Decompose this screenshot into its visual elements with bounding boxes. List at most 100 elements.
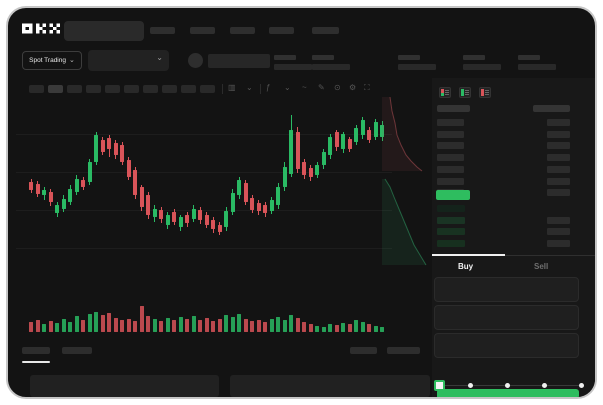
bid-price-placeholder[interactable] [437,205,465,212]
icon-lines [445,89,449,96]
ask-size-placeholder[interactable] [547,165,570,173]
timeframe-button[interactable] [105,85,120,93]
nav-item[interactable] [230,27,255,34]
search-input[interactable] [64,21,144,41]
slider-stop-50[interactable] [505,383,510,388]
volume-bar [113,318,118,332]
total-input[interactable] [434,333,579,358]
volume-bar [198,320,202,332]
ask-price-placeholder[interactable] [437,130,464,138]
bid-size-placeholder[interactable] [547,228,570,235]
ask-price-placeholder[interactable] [437,165,464,173]
indicators-icon[interactable]: ƒ [266,83,271,92]
bid-size-placeholder[interactable] [547,216,570,224]
volume-bar [42,324,46,332]
bottom-tab-active[interactable] [22,347,50,354]
chart-type-icon[interactable]: ▥ [228,83,236,92]
tab-sell[interactable]: Sell [534,262,549,271]
candle [48,192,53,202]
timeframe-button[interactable] [86,85,101,93]
settings-icon[interactable]: ⚙ [349,83,357,92]
volume-bar [289,315,293,332]
stat-label-placeholder [518,55,540,60]
gridline [16,134,392,135]
candle [172,212,176,222]
chevron-down-icon: ⌄ [68,57,75,64]
candle [55,205,59,213]
tab-buy[interactable]: Buy [458,262,474,271]
volume-bar [367,324,371,332]
nav-item[interactable] [269,27,294,34]
buy-submit-button[interactable] [437,389,579,397]
candle [165,215,170,225]
timeframe-button[interactable] [67,85,82,93]
ask-size-placeholder[interactable] [547,189,570,197]
ask-price-placeholder[interactable] [437,119,464,126]
bid-price-placeholder[interactable] [437,228,465,235]
price-input[interactable] [434,277,579,302]
volume-bar [152,319,157,332]
last-price-badge[interactable] [436,190,470,200]
fullscreen-icon[interactable]: ⛶ [364,83,370,92]
ask-price-placeholder[interactable] [437,142,464,150]
bid-price-placeholder[interactable] [437,239,465,247]
icon-line [465,91,469,93]
amount-input[interactable] [434,305,579,330]
amount-slider-track[interactable] [436,385,584,386]
timeframe-button[interactable] [124,85,139,93]
volume-bar [354,320,358,332]
slider-stop-75[interactable] [542,383,547,388]
volume-bar [126,319,131,332]
bid-price-placeholder[interactable] [437,216,465,224]
camera-icon[interactable]: ⊙ [334,83,341,92]
ask-size-placeholder[interactable] [547,130,570,138]
volume-bar [328,324,332,332]
stat-value-placeholder [312,64,350,70]
market-type-selector[interactable]: Spot Trading ⌄ [22,51,82,70]
bottom-bar-control[interactable] [350,347,377,354]
ask-size-placeholder[interactable] [547,154,570,162]
chevron-down-icon[interactable]: ⌄ [246,83,253,92]
candle [315,165,319,175]
tab-divider [432,255,595,256]
candle [269,200,274,211]
book-both-icon[interactable] [439,87,451,98]
bid-size-placeholder[interactable] [547,239,570,247]
book-asks-icon[interactable] [479,87,491,98]
candle [289,130,293,174]
timeframe-button[interactable] [143,85,158,93]
slider-stop-25[interactable] [468,383,473,388]
draw-icon[interactable]: ✎ [318,83,325,92]
timeframe-button[interactable] [162,85,177,93]
ask-size-placeholder[interactable] [547,142,570,150]
candle [120,145,124,162]
stat-label-placeholder [463,55,485,60]
chevron-down-icon[interactable]: ⌄ [284,83,291,92]
okx-logo[interactable]: OKX [22,21,60,36]
volume-bar [269,319,274,332]
slider-stop-100[interactable] [579,383,584,388]
line-style-icon[interactable]: ~ [302,83,307,92]
pair-selector[interactable]: ⌄ [88,50,169,71]
ask-price-placeholder[interactable] [437,177,464,185]
order-book-panel: Buy Sell [432,78,595,397]
book-bids-icon[interactable] [459,87,471,98]
stat-value-placeholder [398,64,436,70]
timeframe-button[interactable] [200,85,215,93]
candle [152,209,157,217]
volume-bar [74,316,79,332]
ask-price-placeholder[interactable] [437,154,464,162]
timeframe-button[interactable] [181,85,196,93]
timeframe-button[interactable] [29,85,44,93]
bottom-bar-control[interactable] [387,347,420,354]
stat-label-placeholder [274,55,296,60]
candle [139,187,144,207]
bottom-tab[interactable] [62,347,92,354]
timeframe-button[interactable] [48,85,63,93]
nav-item[interactable] [150,27,175,34]
nav-item[interactable] [190,27,215,34]
ask-size-placeholder[interactable] [547,177,570,185]
nav-item[interactable] [312,27,339,34]
icon-color-segment [441,92,444,96]
ask-size-placeholder[interactable] [547,119,570,126]
